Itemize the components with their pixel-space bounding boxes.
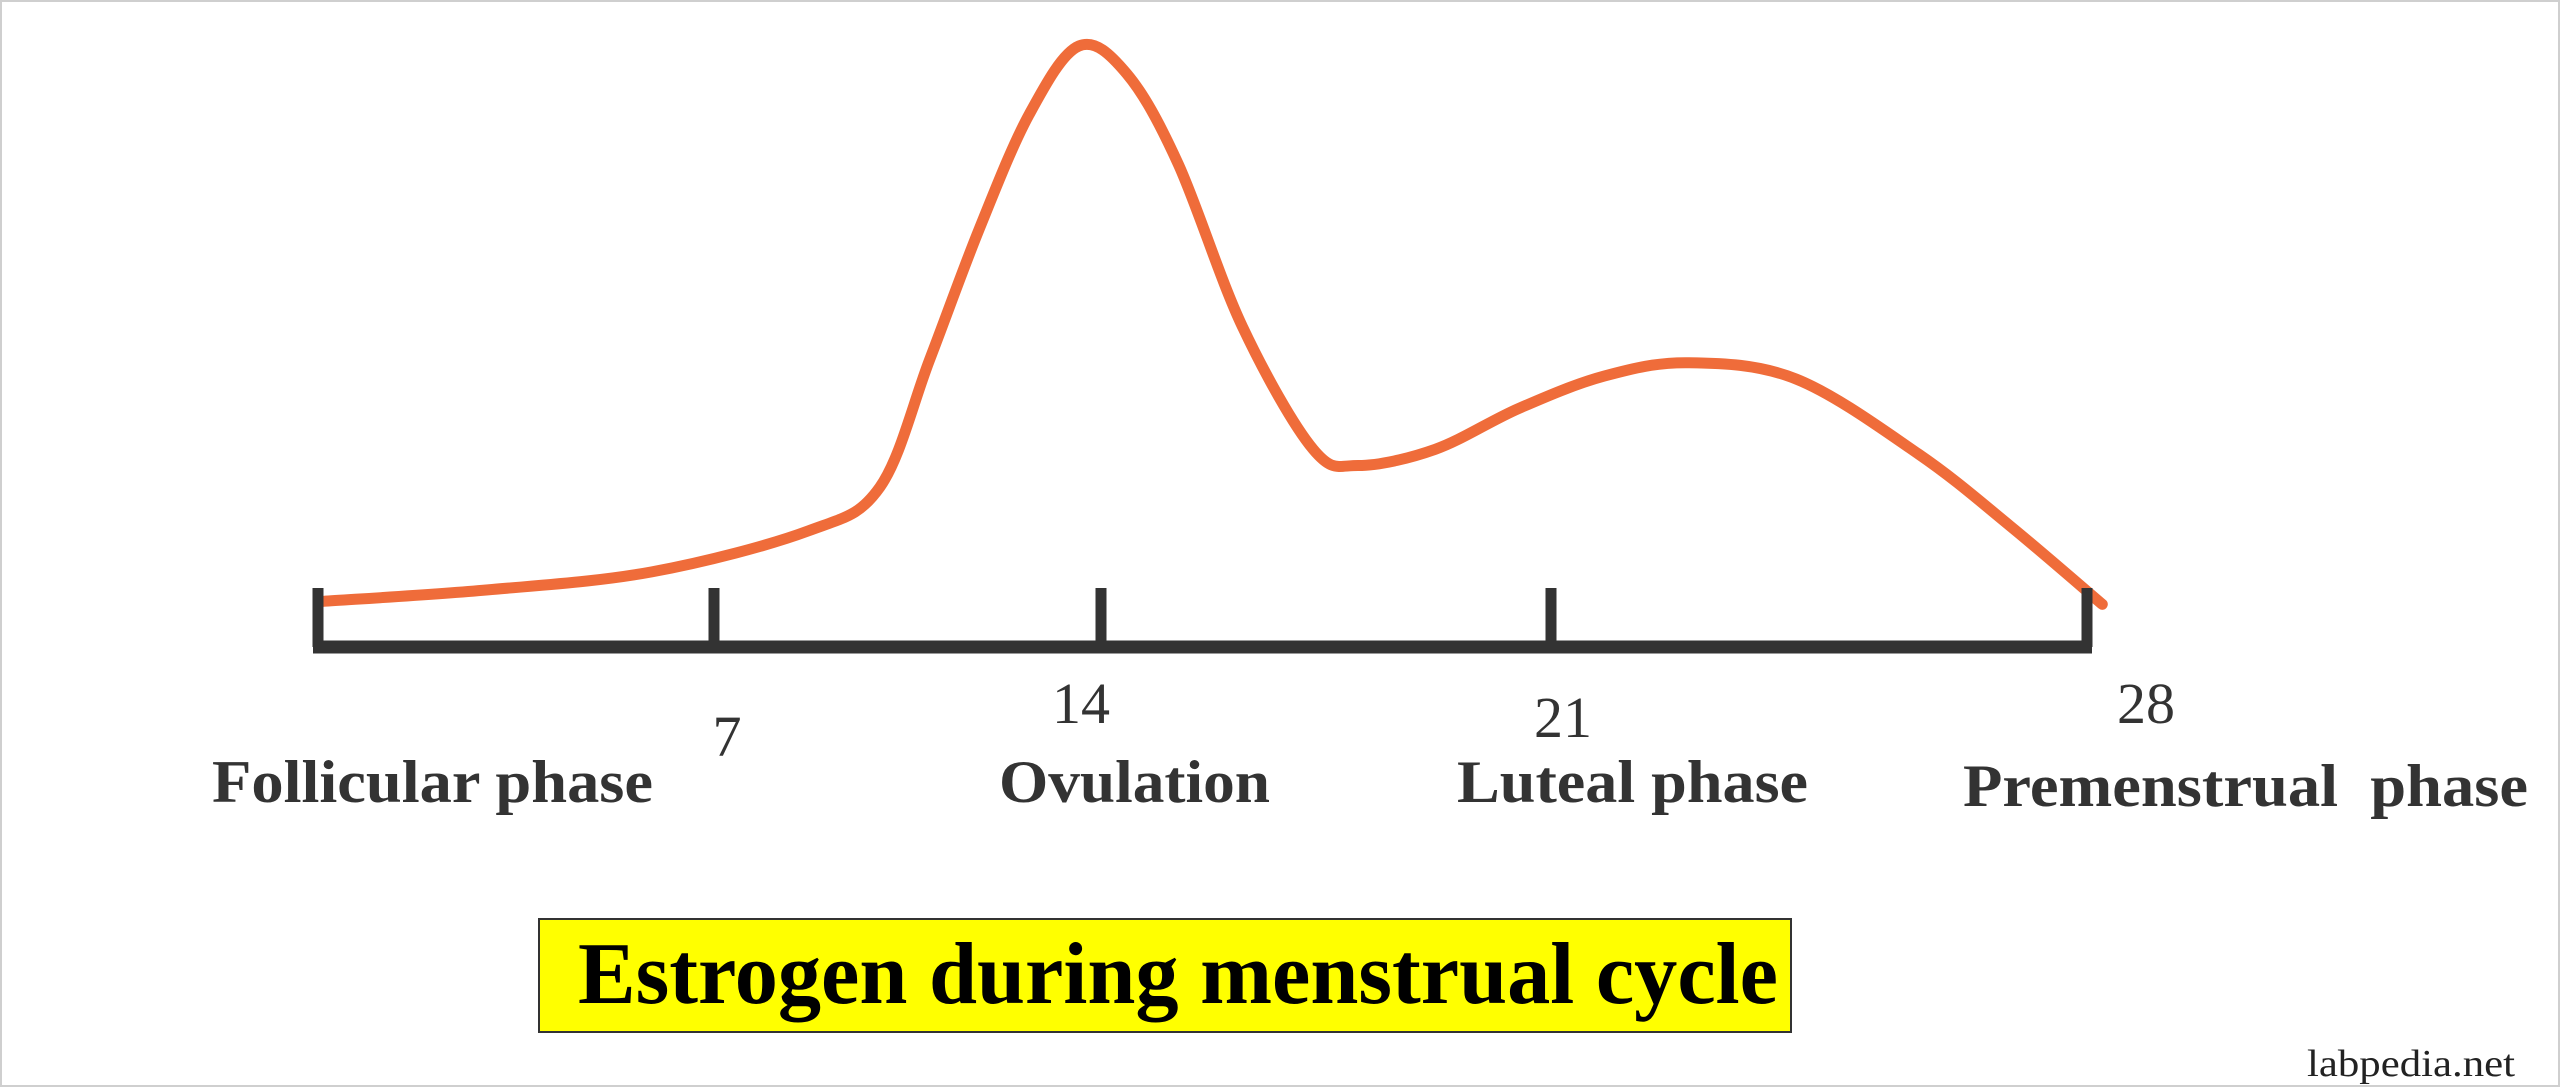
- x-tick-label-28: 28: [2117, 671, 2175, 736]
- x-tick-label-7: 7: [713, 704, 742, 769]
- phase-label-luteal: Luteal phase: [1457, 749, 1808, 815]
- chart-title: Estrogen during menstrual cycle: [578, 926, 1778, 1023]
- x-tick-label-14: 14: [1052, 671, 1110, 736]
- x-tick-label-21: 21: [1534, 685, 1592, 750]
- watermark: labpedia.net: [2307, 1043, 2515, 1085]
- phase-label-ovulation: Ovulation: [999, 749, 1270, 815]
- estrogen-curve: [318, 38, 2108, 610]
- phase-label-follicular: Follicular phase: [212, 749, 653, 815]
- phase-label-premenstrual: Premenstrual phase: [1963, 753, 2528, 819]
- title-box: [538, 918, 1792, 1033]
